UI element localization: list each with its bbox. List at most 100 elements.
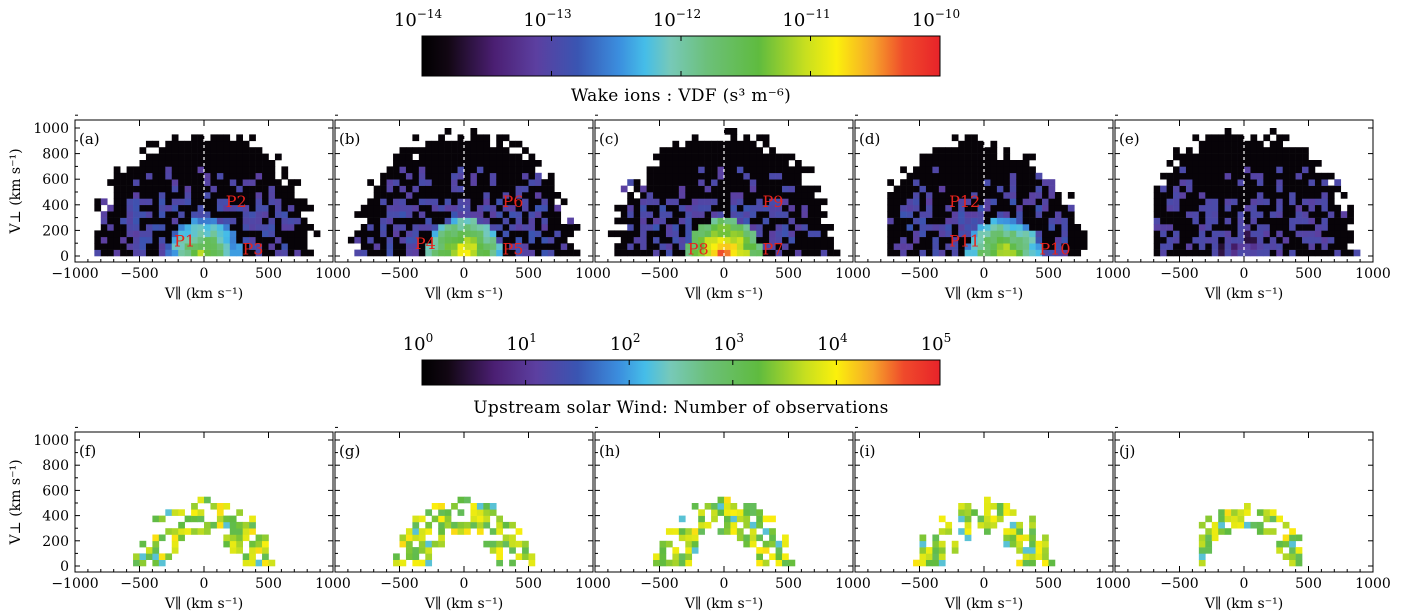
heatmap-cell — [627, 211, 634, 218]
heatmap-cell — [769, 243, 776, 250]
heatmap-cell — [640, 249, 647, 257]
heatmap-cell — [788, 217, 796, 225]
heatmap-cell — [1198, 559, 1206, 567]
heatmap-cell — [756, 243, 763, 250]
heatmap-cell — [724, 147, 731, 154]
heatmap-cell — [932, 217, 940, 225]
heatmap-cell — [971, 236, 978, 244]
heatmap-cell — [287, 224, 295, 231]
heatmap-cell — [977, 204, 985, 212]
heatmap-cell — [425, 547, 433, 554]
heatmap-cell — [906, 172, 914, 180]
heatmap-cell — [1295, 230, 1303, 238]
heatmap-cell — [107, 236, 114, 244]
heatmap-cell — [483, 249, 491, 257]
heatmap-cell — [938, 243, 946, 250]
heatmap-cell — [1244, 236, 1251, 244]
heatmap-cell — [496, 134, 503, 142]
heatmap-cell — [204, 166, 211, 174]
heatmap-cell — [438, 134, 445, 142]
heatmap-cell — [249, 515, 256, 523]
heatmap-cell — [1289, 224, 1296, 231]
heatmap-cell — [197, 509, 205, 516]
heatmap-cells — [653, 496, 796, 567]
population-label: P5 — [503, 239, 524, 258]
heatmap-cell — [262, 153, 269, 161]
heatmap-cell — [964, 166, 972, 174]
heatmap-cell — [223, 204, 231, 212]
heatmap-cell — [678, 553, 686, 560]
heatmap-cell — [425, 211, 433, 218]
heatmap-cell — [659, 236, 667, 244]
heatmap-cell — [470, 172, 478, 180]
heatmap-cell — [1003, 503, 1011, 510]
heatmap-cell — [1003, 230, 1011, 238]
heatmap-cell — [938, 211, 946, 218]
colorbar-tick-label: 100 — [403, 331, 434, 355]
heatmap-cell — [262, 243, 269, 250]
heatmap-cell — [425, 509, 433, 516]
heatmap-cell — [1074, 243, 1082, 250]
heatmap-cell — [704, 217, 712, 225]
heatmap-cell — [1173, 179, 1180, 186]
heatmap-cell — [223, 236, 231, 244]
heatmap-cell — [236, 147, 243, 154]
heatmap-cell — [724, 192, 731, 199]
heatmap-cell — [678, 249, 686, 257]
heatmap-cell — [113, 249, 121, 257]
heatmap-cell — [1198, 249, 1206, 257]
heatmap-cell — [1327, 204, 1335, 212]
heatmap-cell — [367, 211, 374, 218]
heatmap-cell — [633, 224, 641, 231]
heatmap-cell — [711, 509, 718, 516]
heatmap-cell — [711, 243, 718, 250]
heatmap-cell — [633, 236, 641, 244]
heatmap-cell — [1016, 179, 1023, 186]
heatmap-cell — [1224, 134, 1232, 142]
heatmap-cell — [373, 224, 381, 231]
heatmap-cell — [496, 521, 503, 529]
heatmap-cell — [367, 224, 374, 231]
heatmap-cell — [412, 192, 420, 199]
heatmap-cell — [782, 217, 789, 225]
heatmap-cell — [1218, 243, 1225, 250]
heatmap-cell — [794, 198, 802, 206]
heatmap-cell — [184, 179, 192, 186]
heatmap-cell — [216, 509, 224, 516]
heatmap-cell — [698, 243, 705, 250]
heatmap-cell — [255, 160, 263, 167]
heatmap-cell — [534, 172, 542, 180]
heatmap-cell — [1029, 185, 1036, 193]
heatmap-cell — [1321, 185, 1329, 193]
heatmap-cell — [1211, 204, 1219, 212]
heatmap-cell — [640, 198, 647, 206]
heatmap-cell — [145, 224, 153, 231]
heatmap-cell — [887, 179, 894, 186]
heatmap-cell — [470, 179, 478, 186]
heatmap-cell — [1205, 547, 1213, 554]
x-axis-label: V∥ (km s⁻¹) — [684, 286, 763, 302]
heatmap-cell — [197, 230, 205, 238]
heatmap-cell — [782, 224, 789, 231]
heatmap-cell — [977, 515, 985, 523]
heatmap-cell — [412, 249, 420, 257]
heatmap-cell — [191, 509, 198, 516]
heatmap-cell — [678, 198, 686, 206]
heatmap-cell — [971, 172, 978, 180]
heatmap-cell — [678, 528, 686, 535]
heatmap-cell — [242, 224, 250, 231]
heatmap-cell — [627, 249, 634, 257]
heatmap-cell — [262, 185, 269, 193]
heatmap-cell — [906, 217, 914, 225]
heatmap-cell — [977, 166, 985, 174]
heatmap-cell — [932, 230, 940, 238]
heatmap-cell — [951, 147, 959, 154]
heatmap-cell — [541, 230, 549, 238]
heatmap-cell — [1224, 160, 1232, 167]
heatmap-cell — [489, 509, 497, 516]
heatmap-cell — [255, 198, 263, 206]
heatmap-cell — [476, 249, 484, 257]
heatmap-cell — [1218, 198, 1225, 206]
heatmap-cell — [698, 230, 705, 238]
heatmap-cell — [762, 230, 770, 238]
